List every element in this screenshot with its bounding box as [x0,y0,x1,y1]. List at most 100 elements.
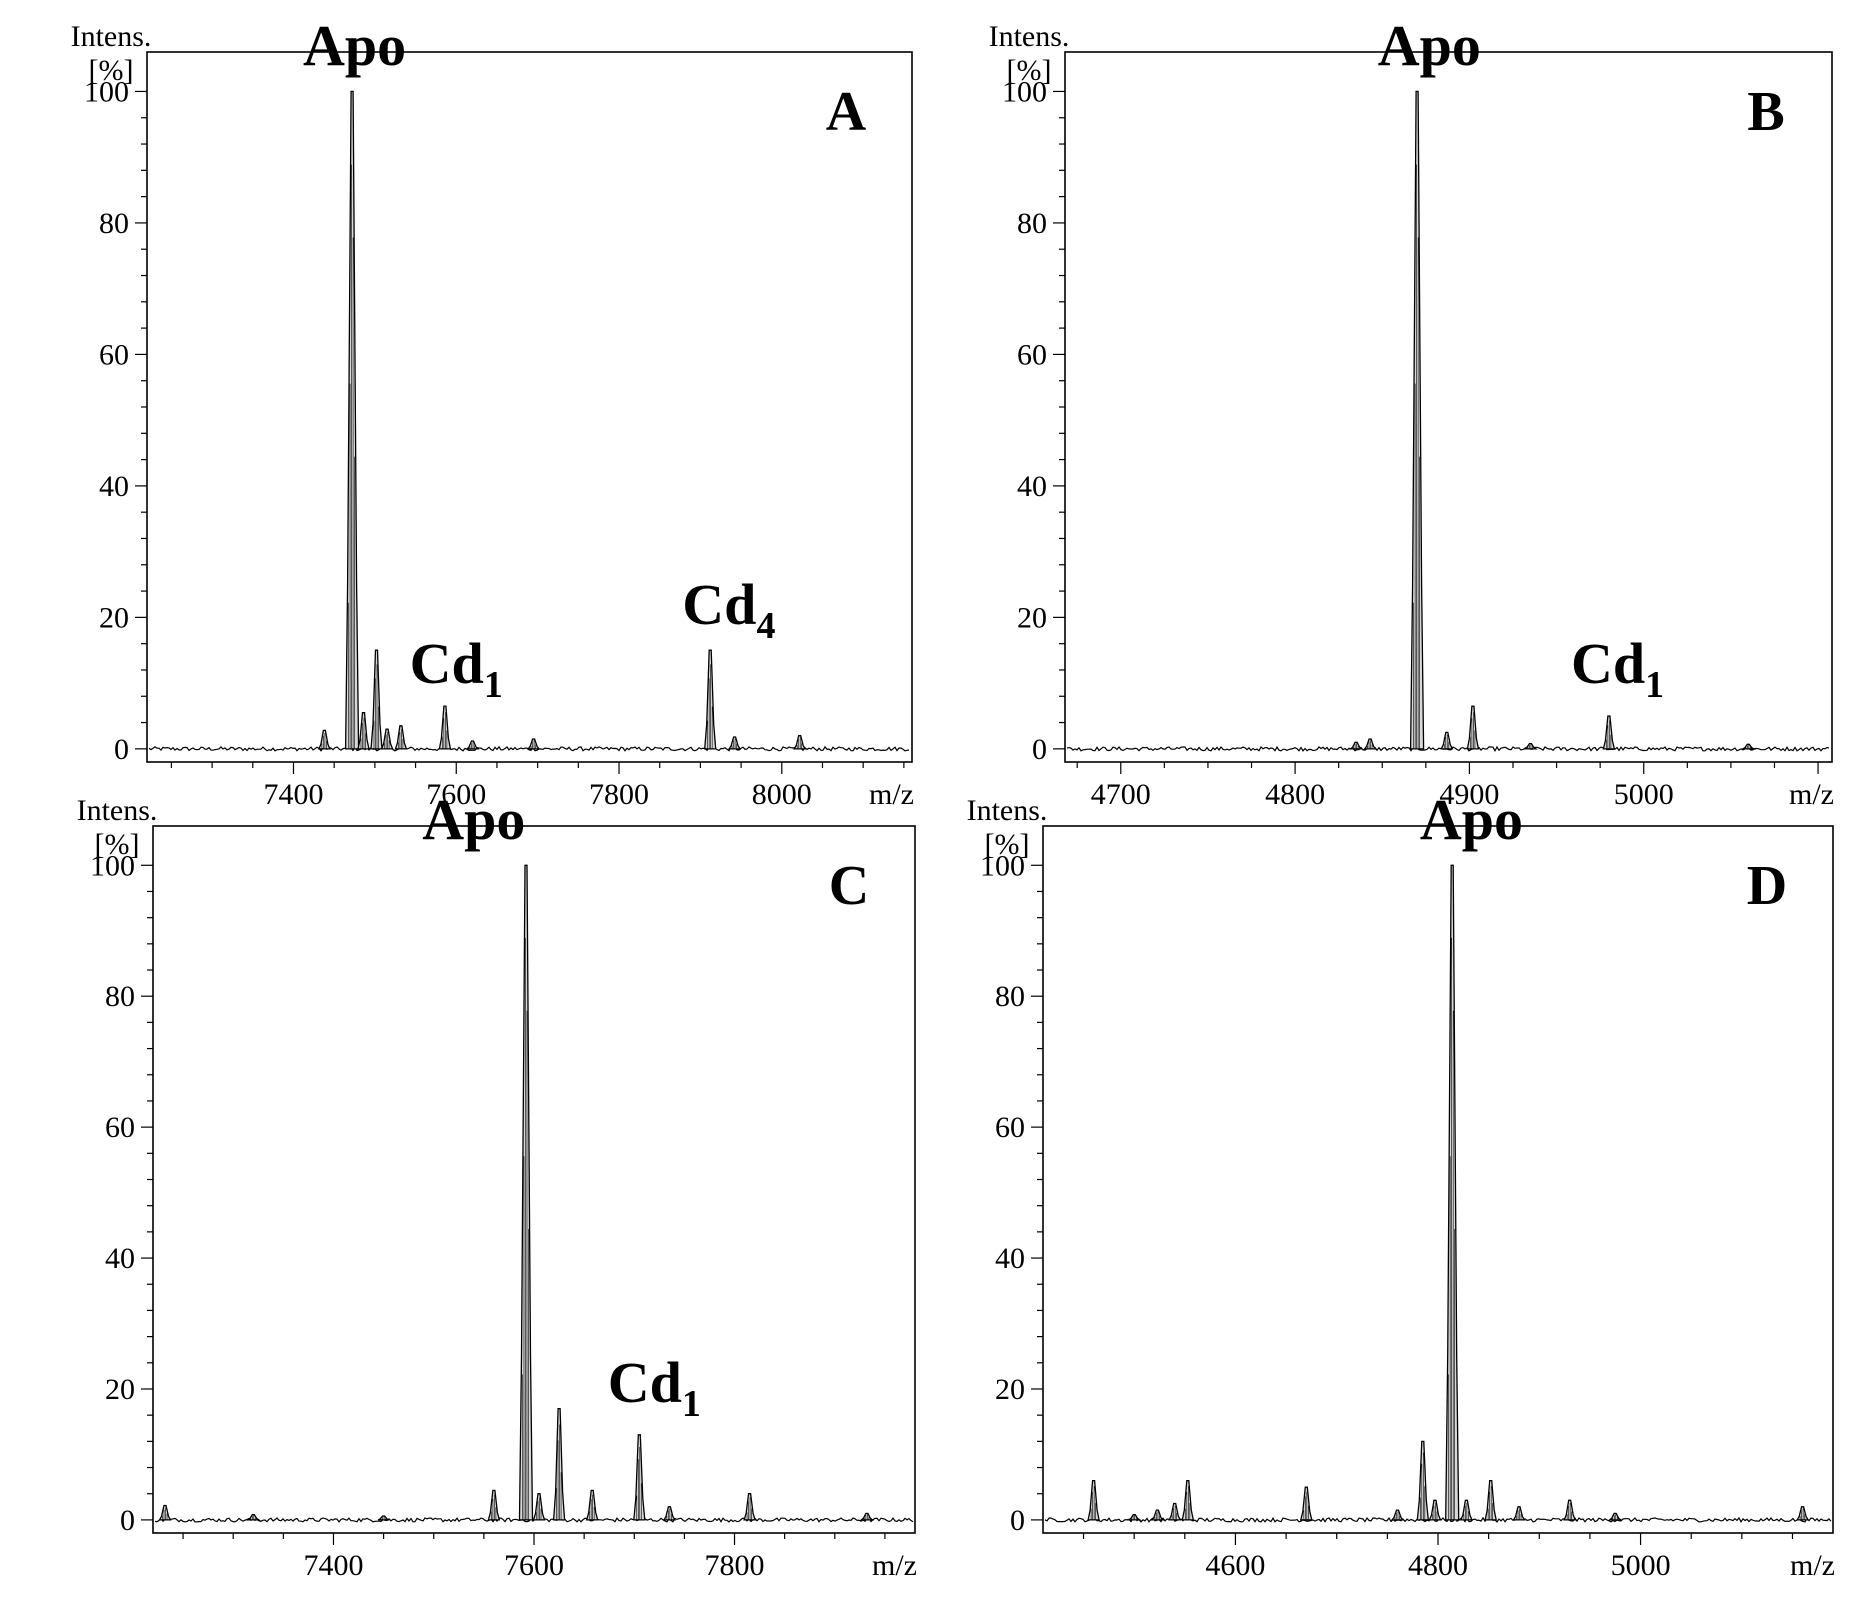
x-tick-label: 5000 [1614,778,1674,811]
panel-letter: D [1747,855,1787,917]
spectrum-peak [703,649,717,750]
spectrum-peak [1150,1509,1165,1521]
y-tick-label: 60 [1017,338,1047,371]
y-tick-label: 0 [114,733,129,766]
panel-letter: B [1747,81,1784,143]
y-axis-title: Intens. [989,20,1070,53]
y-tick-label: 40 [1017,470,1047,503]
spectrum-peak [1168,1502,1182,1521]
panel-b: 0 20 40 60 80 100 4700 4800 4900 5000 m/z Intens.[%… [989,13,1834,811]
spectrum-peak [370,649,383,750]
spectrum-peak [633,1434,646,1521]
spectrum-peak [1363,738,1377,750]
plot-frame [152,825,916,1534]
spectrum-peak [377,1515,390,1521]
y-axis-unit: [%] [1007,54,1052,87]
y-tick-label: 80 [99,207,129,240]
spectrum-peak [1409,90,1425,750]
spectrum-peak [1440,731,1454,750]
spectrum-peak [585,1489,599,1521]
spectrum-peak [317,729,331,750]
spectrum-peak [662,1506,677,1521]
spectrum-peak [1348,741,1364,750]
spectrum-peak [1740,743,1757,750]
peak-annotation-subscript: 4 [756,605,775,647]
x-axis-unit: m/z [1789,778,1834,811]
y-axis-unit: [%] [89,54,134,87]
spectrum-peak [532,1493,546,1521]
x-tick-label: 7400 [263,778,323,811]
spectrum-peak [158,1504,172,1521]
y-tick-label: 80 [105,980,135,1013]
y-axis-title: Intens. [967,794,1048,827]
spectrum-peak [1459,1499,1473,1521]
y-tick-label: 60 [99,338,129,371]
spectrum-peak [1445,864,1460,1521]
x-tick-label: 7400 [303,1549,363,1582]
y-tick-label: 20 [995,1373,1025,1406]
baseline-trace [148,745,910,752]
spectrum-peak [1602,715,1616,750]
x-tick-label: 7800 [589,778,649,811]
spectrum-peak [1522,742,1538,750]
y-tick-label: 40 [105,1242,135,1275]
peak-annotation: Cd1 [410,631,503,706]
x-tick-label: 7600 [426,778,486,811]
y-tick-label: 40 [99,470,129,503]
x-tick-label: 7800 [705,1549,765,1582]
spectrum-peak [394,725,408,750]
spectrum-peak [727,736,742,750]
panel-a: 0 20 40 60 80 100 7400 7600 7800 8000 m/z Intens.[%… [71,13,914,811]
peak-annotation: Cd4 [682,572,775,647]
spectrum-peak [1126,1514,1142,1521]
y-tick-label: 0 [1010,1504,1025,1537]
spectrum-peak [1299,1486,1313,1521]
spectrum-peak [487,1489,501,1521]
peak-annotation: Apo [1420,787,1523,852]
y-tick-label: 100 [84,75,129,108]
spectrum-peak [465,740,480,750]
spectrum-peak [380,728,394,750]
y-axis-title: Intens. [77,794,158,827]
peak-annotation: Cd1 [608,1350,701,1425]
spectrum-peak [743,1493,756,1521]
spectrum-peak [518,864,534,1521]
y-tick-label: 0 [1032,733,1047,766]
x-axis-unit: m/z [1790,1549,1835,1582]
x-tick-label: 4800 [1408,1549,1468,1582]
plot-frame [1042,825,1834,1534]
x-tick-label: 4800 [1265,778,1325,811]
panel-d: 0 20 40 60 80 100 4600 4800 5000 m/z Intens.[%] D Ap… [967,787,1835,1582]
spectrum-peak [1484,1479,1497,1521]
x-axis-unit: m/z [869,778,914,811]
panel-letter: A [826,81,867,143]
x-tick-label: 4900 [1439,778,1499,811]
y-axis-unit: [%] [95,828,140,861]
y-tick-label: 100 [90,849,135,882]
peak-annotation: Apo [422,787,525,852]
spectrum-peak [1181,1479,1195,1521]
y-tick-label: 100 [1002,75,1047,108]
spectrum-peak [1390,1509,1405,1521]
spectrum-peak [526,738,541,750]
peak-annotation-subscript: 1 [1645,664,1664,706]
y-tick-label: 80 [995,980,1025,1013]
peak-annotation: Apo [303,13,406,78]
y-tick-label: 40 [995,1242,1025,1275]
spectrum-peak [1087,1479,1100,1521]
plot-frame [1064,51,1833,763]
y-tick-label: 80 [1017,207,1047,240]
x-tick-label: 5000 [1611,1549,1671,1582]
y-tick-label: 60 [105,1111,135,1144]
peak-annotation-subscript: 1 [682,1383,701,1425]
panel-c: 0 20 40 60 80 100 7400 7600 7800 m/z Intens.[%] C Ap… [77,787,917,1582]
spectrum-peak [344,90,360,750]
panel-letter: C [829,855,869,917]
y-axis-title: Intens. [71,20,152,53]
spectrum-peak [1512,1506,1526,1521]
spectrum-peak [793,735,807,750]
spectrum-peak [1607,1512,1623,1521]
y-tick-label: 20 [1017,601,1047,634]
spectrum-peak [1795,1506,1810,1521]
